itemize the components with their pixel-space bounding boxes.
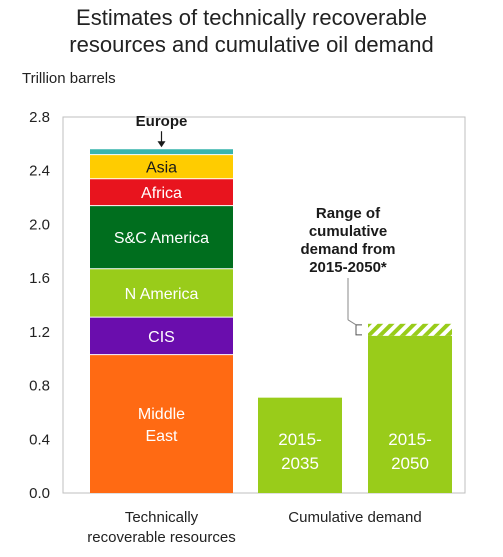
- range-annotation-text: demand from: [300, 241, 395, 258]
- y-tick-label: 2.4: [29, 163, 50, 180]
- y-tick-label: 2.0: [29, 216, 50, 233]
- range-annotation-text: Range of: [316, 205, 381, 222]
- bar-segment-asia: [90, 154, 233, 179]
- demand-bar-2015-2035: [258, 397, 342, 493]
- europe-callout-label: Europe: [136, 113, 188, 130]
- chart-labels: Middle East CIS N America S&C America Africa A…: [87, 113, 431, 546]
- segment-label: S&C America: [114, 230, 209, 247]
- y-tick-label: 0.4: [29, 431, 50, 448]
- category-label: Technically: [125, 509, 199, 526]
- europe-callout-arrowhead: [157, 141, 166, 148]
- category-label: Cumulative demand: [288, 509, 421, 526]
- range-annotation-bracket: [355, 324, 362, 336]
- range-annotation-leader-2: [347, 319, 357, 326]
- demand-bar-2015-2050: [368, 335, 452, 493]
- bar-segment-n-america: [90, 268, 233, 318]
- chart-title-line-1: Estimates of technically recoverable: [76, 5, 427, 30]
- segment-label: Africa: [141, 185, 182, 202]
- category-label: recoverable resources: [87, 529, 235, 546]
- demand-bar-label: 2050: [391, 454, 429, 473]
- segment-label: Asia: [146, 160, 177, 177]
- y-tick-label: 2.8: [29, 109, 50, 126]
- y-tick-label: 1.2: [29, 324, 50, 341]
- bar-segment-middle-east: [90, 354, 233, 493]
- demand-bar-label: 2015-: [388, 430, 431, 449]
- chart-marks: [90, 131, 452, 493]
- chart-title-line-2: resources and cumulative oil demand: [69, 32, 434, 57]
- demand-bar-label: 2035: [281, 454, 319, 473]
- y-tick-label: 0.8: [29, 378, 50, 395]
- axes: 0.0 0.4 0.8 1.2 1.6 2.0 2.4 2.8: [29, 109, 466, 502]
- range-annotation-text: cumulative: [309, 223, 387, 240]
- demand-range-band: [368, 323, 452, 336]
- bar-segment-europe: [90, 149, 233, 155]
- bar-segment-s-c-america: [90, 205, 233, 269]
- range-annotation-text: 2015-2050*: [309, 259, 387, 276]
- chart-title: Estimates of technically recoverable res…: [0, 4, 503, 58]
- demand-bar-label: 2015-: [278, 430, 321, 449]
- segment-label: East: [145, 428, 178, 445]
- segment-label: CIS: [148, 329, 175, 346]
- bar-segment-africa: [90, 178, 233, 206]
- y-tick-label: 0.0: [29, 485, 50, 502]
- segment-label: Middle: [138, 406, 185, 423]
- segment-label: N America: [125, 286, 199, 303]
- y-axis-unit-label: Trillion barrels: [22, 70, 116, 87]
- y-tick-label: 1.6: [29, 270, 50, 287]
- bar-segment-cis: [90, 317, 233, 355]
